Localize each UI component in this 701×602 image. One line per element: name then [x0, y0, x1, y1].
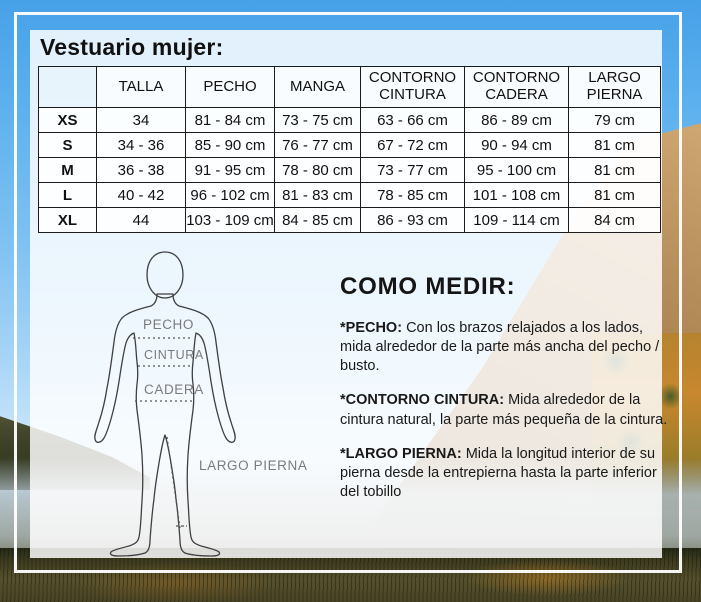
- table-cell: 95 - 100 cm: [464, 157, 569, 183]
- diagram-label-cintura: CINTURA: [144, 348, 204, 362]
- inseam-dotted-line: [166, 436, 181, 529]
- table-row: XS 34 81 - 84 cm 73 - 75 cm 63 - 66 cm 8…: [38, 107, 661, 133]
- measure-text: Con los brazos relajados a los lados, mi…: [340, 320, 660, 375]
- page-title: Vestuario mujer:: [40, 34, 224, 60]
- table-cell: 90 - 94 cm: [464, 132, 569, 158]
- table-cell: 85 - 90 cm: [185, 132, 275, 158]
- column-header-talla: TALLA: [96, 66, 186, 108]
- table-cell: 81 - 83 cm: [274, 182, 361, 208]
- diagram-label-cadera: CADERA: [144, 382, 204, 397]
- table-cell: 101 - 108 cm: [464, 182, 569, 208]
- measure-item-largo-pierna: *LARGO PIERNA: Mida la longitud interior…: [340, 445, 676, 502]
- table-cell: 96 - 102 cm: [185, 182, 275, 208]
- table-cell: 86 - 93 cm: [360, 207, 465, 233]
- table-row: XL 44 103 - 109 cm 84 - 85 cm 86 - 93 cm…: [38, 207, 661, 233]
- size-cell: M: [38, 157, 97, 183]
- table-row: M 36 - 38 91 - 95 cm 78 - 80 cm 73 - 77 …: [38, 157, 661, 183]
- diagram-label-pecho: PECHO: [143, 317, 195, 332]
- size-table: TALLA PECHO MANGA CONTORNO CINTURA CONTO…: [38, 66, 661, 233]
- how-to-measure-heading: COMO MEDIR:: [340, 273, 516, 300]
- table-cell: 40 - 42: [96, 182, 186, 208]
- table-cell: 86 - 89 cm: [464, 107, 569, 133]
- size-cell: S: [38, 132, 97, 158]
- measure-term: *LARGO PIERNA:: [340, 445, 462, 462]
- measure-term: *CONTORNO CINTURA:: [340, 392, 505, 409]
- measure-text: Mida alrededor de la cintura natural, la…: [340, 392, 668, 428]
- table-row: L 40 - 42 96 - 102 cm 81 - 83 cm 78 - 85…: [38, 182, 661, 208]
- table-cell: 73 - 75 cm: [274, 107, 361, 133]
- size-cell: XL: [38, 207, 97, 233]
- table-cell: 67 - 72 cm: [360, 132, 465, 158]
- column-header-pecho: PECHO: [185, 66, 275, 108]
- table-cell: 34: [96, 107, 186, 133]
- table-cell: 81 cm: [568, 182, 661, 208]
- head-outline-path: [146, 251, 184, 299]
- table-cell: 84 - 85 cm: [274, 207, 361, 233]
- body-outline-path: [94, 293, 236, 557]
- table-cell: 34 - 36: [96, 132, 186, 158]
- table-cell: 78 - 80 cm: [274, 157, 361, 183]
- table-cell: 78 - 85 cm: [360, 182, 465, 208]
- table-cell: 63 - 66 cm: [360, 107, 465, 133]
- column-header-largo-pierna: LARGO PIERNA: [568, 66, 661, 108]
- size-guide-panel: Vestuario mujer: TALLA PECHO MANGA CONTO…: [30, 30, 667, 558]
- size-cell: XS: [38, 107, 97, 133]
- table-row: S 34 - 36 85 - 90 cm 76 - 77 cm 67 - 72 …: [38, 132, 661, 158]
- photo-border-frame: [14, 12, 682, 573]
- table-cell: 36 - 38: [96, 157, 186, 183]
- table-cell: 81 cm: [568, 157, 661, 183]
- size-cell: L: [38, 182, 97, 208]
- table-cell: 103 - 109 cm: [185, 207, 275, 233]
- measure-term: *PECHO:: [340, 320, 403, 336]
- table-cell: 79 cm: [568, 107, 661, 133]
- table-cell: 84 cm: [568, 207, 661, 233]
- body-outline-figure: [94, 251, 236, 557]
- how-to-measure-section: COMO MEDIR: *PECHO: Con los brazos relaj…: [340, 273, 676, 517]
- column-header-contorno-cintura: CONTORNO CINTURA: [360, 66, 465, 108]
- size-table-header-row: TALLA PECHO MANGA CONTORNO CINTURA CONTO…: [38, 66, 661, 108]
- measure-item-pecho: *PECHO: Con los brazos relajados a los l…: [340, 319, 676, 376]
- table-cell: 109 - 114 cm: [464, 207, 569, 233]
- table-cell: 91 - 95 cm: [185, 157, 275, 183]
- diagram-label-largo-pierna: LARGO PIERNA: [199, 458, 308, 473]
- table-cell: 44: [96, 207, 186, 233]
- table-cell: 81 cm: [568, 132, 661, 158]
- table-cell: 81 - 84 cm: [185, 107, 275, 133]
- column-header-contorno-cadera: CONTORNO CADERA: [464, 66, 569, 108]
- table-cell: 73 - 77 cm: [360, 157, 465, 183]
- column-header-empty: [38, 66, 97, 108]
- column-header-manga: MANGA: [274, 66, 361, 108]
- measure-item-contorno-cintura: *CONTORNO CINTURA: Mida alrededor de la …: [340, 391, 676, 429]
- table-cell: 76 - 77 cm: [274, 132, 361, 158]
- measure-text: Mida la longitud interior de su pierna d…: [340, 445, 657, 500]
